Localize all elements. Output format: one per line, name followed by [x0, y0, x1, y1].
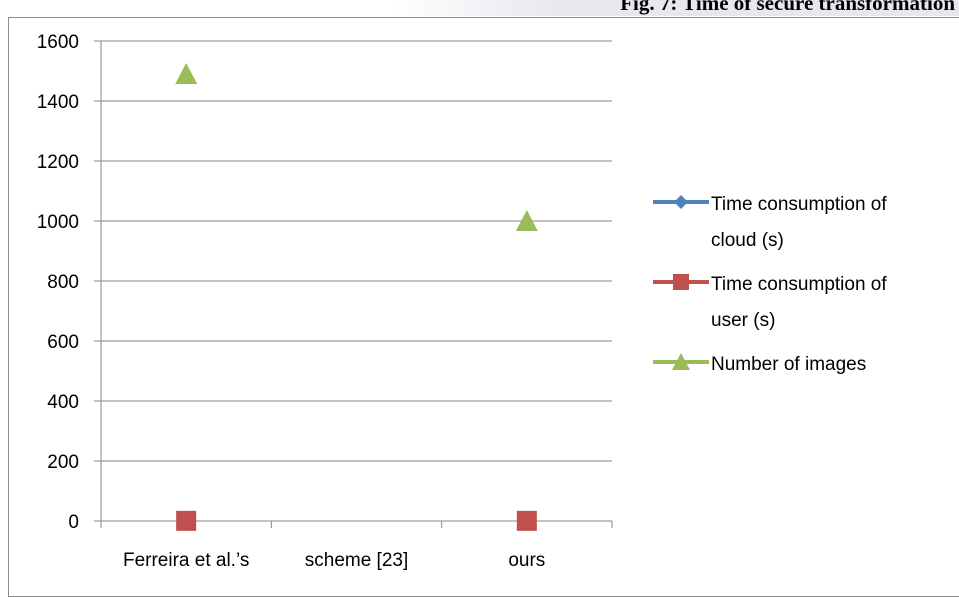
- figure-caption: Fig. 7: Time of secure transformation: [620, 0, 955, 15]
- data-point-square: [176, 510, 197, 531]
- x-tick-label: ours: [508, 550, 545, 571]
- legend-label: Number of images: [711, 354, 866, 375]
- caption-background: [392, 0, 959, 16]
- y-axis-tick-labels: 0 200 400 600 800 1000 1200 1400 1600: [37, 32, 79, 533]
- legend-label: Time consumption of: [711, 194, 887, 215]
- x-tick-label: Ferreira et al.’s: [123, 550, 249, 571]
- y-tick-label: 1600: [37, 32, 79, 53]
- line-chart: 0 200 400 600 800 1000 1200 1400 1600 Ferreira e…: [37, 32, 888, 571]
- y-tick-label: 400: [47, 392, 79, 413]
- x-tick-label: scheme [23]: [305, 550, 409, 571]
- x-axis-tick-labels: Ferreira et al.’s scheme [23] ours: [123, 550, 545, 571]
- legend-marker-square: [673, 274, 689, 290]
- y-tick-label: 0: [68, 512, 79, 533]
- legend-label: cloud (s): [711, 230, 784, 251]
- data-point-triangle: [175, 63, 198, 84]
- y-tick-label: 1400: [37, 92, 79, 113]
- legend: Time consumption of cloud (s) Time consump…: [653, 194, 887, 375]
- legend-label: Time consumption of: [711, 274, 887, 295]
- data-point-square: [516, 510, 537, 531]
- y-tick-label: 200: [47, 452, 79, 473]
- legend-label: user (s): [711, 310, 775, 331]
- y-tick-label: 800: [47, 272, 79, 293]
- legend-marker-diamond: [674, 195, 688, 209]
- data-point-triangle: [515, 210, 538, 231]
- series-markers: [175, 63, 538, 531]
- y-tick-label: 1200: [37, 152, 79, 173]
- gridlines: [101, 40, 612, 462]
- y-tick-label: 600: [47, 332, 79, 353]
- legend-marker-triangle: [672, 353, 690, 370]
- y-tick-label: 1000: [37, 212, 79, 233]
- axes: [94, 40, 613, 528]
